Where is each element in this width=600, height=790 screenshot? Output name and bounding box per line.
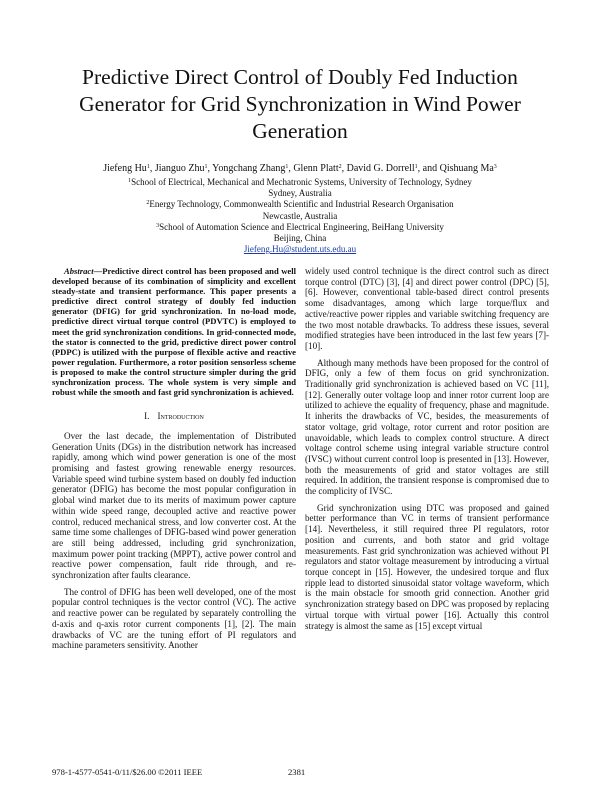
place: Beijing, China (273, 233, 327, 244)
abstract-text: Predictive direct control has been propo… (52, 266, 296, 398)
title: Predictive Direct Control of Doubly Fed … (79, 65, 521, 143)
author-separator: , and (417, 163, 440, 174)
author-sup: 1 (285, 164, 289, 170)
affiliation: 1School of Electrical, Mechanical and Me… (30, 177, 570, 188)
place: Newcastle, Australia (262, 210, 338, 221)
author-separator: , (207, 163, 213, 174)
left-column: Abstract—Predictive direct control has b… (52, 266, 296, 750)
paragraph: widely used control technique is the dir… (305, 266, 549, 351)
author-name: Glenn Platt (293, 163, 339, 174)
place: Sydney, Australia (268, 188, 332, 199)
right-column: widely used control technique is the dir… (305, 266, 549, 750)
page-number: 2381 (288, 767, 306, 777)
author-name: David G. Dorrell (346, 163, 415, 174)
email[interactable]: Jiefeng.Hu@student.uts.edu.au (243, 244, 357, 255)
authors: Jiefeng Hu1, Jianguo Zhu1, Yongchang Zha… (30, 163, 570, 174)
paragraph: Grid synchronization using DTC was propo… (305, 502, 549, 631)
author-separator: , (341, 163, 347, 174)
footer-isbn: 978-1-4577-0541-0/11/$26.00 ©2011 IEEE (52, 767, 203, 777)
author-name: Jiefeng Hu (103, 163, 147, 174)
affiliation: 2Energy Technology, Commonwealth Scienti… (30, 199, 570, 210)
abstract: Abstract—Predictive direct control has b… (52, 266, 296, 397)
section-number: I. (144, 411, 150, 422)
author-name: Jianguo Zhu (154, 163, 205, 174)
author-sup: 1 (414, 164, 418, 170)
author-name: Qishuang Ma (439, 163, 494, 174)
author-separator: , (288, 163, 294, 174)
org: Energy Technology, Commonwealth Scientif… (149, 199, 454, 210)
org: School of Automation Science and Electri… (159, 221, 444, 232)
section-heading: I. Introduction (52, 411, 296, 422)
sup: 1 (128, 178, 132, 184)
affiliations: 1School of Electrical, Mechanical and Me… (30, 177, 570, 255)
sup: 3 (156, 222, 160, 229)
abstract-label: Abstract— (64, 266, 103, 276)
author-sup: 1 (204, 164, 208, 170)
paragraph: Over the last decade, the implementation… (52, 430, 296, 581)
author-separator: , (149, 163, 155, 174)
sup: 2 (146, 200, 150, 207)
author-name: Yongchang Zhang (212, 163, 286, 174)
author-sup: 2 (338, 164, 342, 170)
author-sup: 1 (146, 164, 150, 170)
paragraph: The control of DFIG has been well develo… (52, 586, 296, 651)
paragraph: Although many methods have been proposed… (305, 357, 549, 497)
org: School of Electrical, Mechanical and Mec… (131, 177, 472, 187)
author-sup: 3 (493, 164, 497, 170)
section-title: Introduction (157, 411, 204, 422)
affiliation: 3School of Automation Science and Electr… (30, 222, 570, 233)
